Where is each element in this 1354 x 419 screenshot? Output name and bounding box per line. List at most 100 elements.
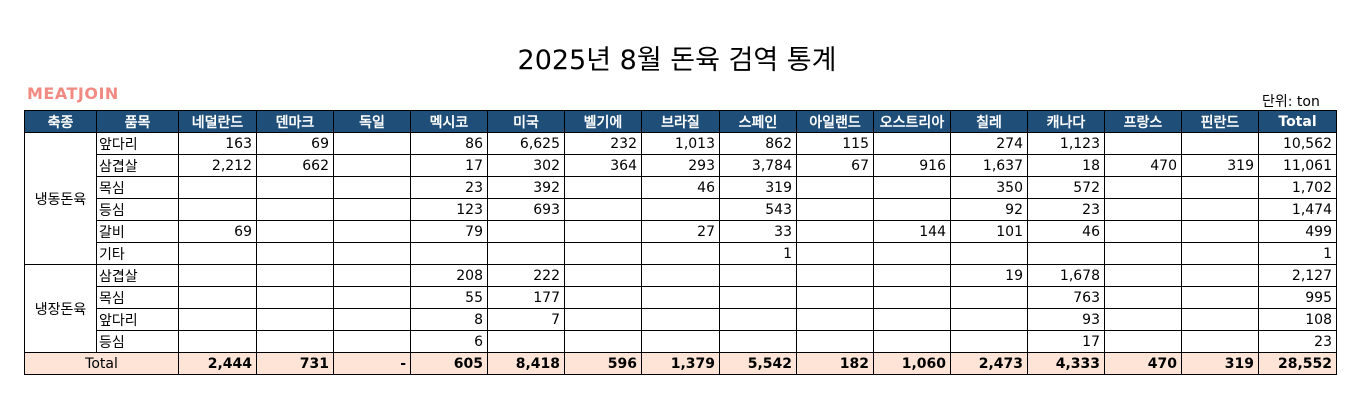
value-cell [564,176,642,199]
column-header: 핀란드 [1181,110,1259,133]
value-cell [641,330,720,353]
value-cell: 23 [410,176,488,199]
value-cell: 115 [796,132,874,155]
item-cell: 앞다리 [96,308,179,331]
value-cell: 470 [1104,154,1182,177]
value-cell [333,220,411,243]
column-header: 품목 [96,110,179,133]
value-cell [1104,308,1182,331]
value-cell [796,242,874,265]
value-cell [487,220,565,243]
value-cell [873,286,951,309]
value-cell [796,220,874,243]
item-cell: 갈비 [96,220,179,243]
value-cell: 274 [950,132,1028,155]
column-header: 네덜란드 [178,110,257,133]
column-header: 덴마크 [256,110,334,133]
total-value-cell: 5,542 [719,352,797,375]
value-cell: 350 [950,176,1028,199]
column-header: 벨기에 [564,110,642,133]
total-value-cell: 605 [410,352,488,375]
column-header: 아일랜드 [796,110,874,133]
value-cell [641,198,720,221]
table-row: 목심 23 392 46 319 350 572 1,702 [25,176,1337,199]
unit-label: 단위: ton [1262,94,1320,110]
value-cell [796,308,874,331]
value-cell [178,264,257,287]
total-label: Total [24,352,179,375]
value-cell: 499 [1258,220,1337,243]
item-cell: 기타 [96,242,179,265]
value-cell: 763 [1027,286,1105,309]
item-cell: 삼겹살 [96,264,179,287]
value-cell [333,176,411,199]
column-header: 미국 [487,110,565,133]
value-cell [873,242,951,265]
value-cell [873,198,951,221]
value-cell: 69 [178,220,257,243]
value-cell [333,330,411,353]
column-header: 스페인 [719,110,797,133]
table-row: 목심 55 177 763 995 [25,286,1337,309]
table-row: 냉동돈육 앞다리 163 69 86 6,625 232 1,013 862 115 274 1,12… [24,132,1337,265]
value-cell [873,330,951,353]
table-body: 냉동돈육 앞다리 163 69 86 6,625 232 1,013 862 115 274 1,12… [24,132,1337,375]
value-cell: 1 [719,242,797,265]
item-cell: 등심 [96,198,179,221]
value-cell: 55 [410,286,488,309]
value-cell: 392 [487,176,565,199]
column-header: 캐나다 [1027,110,1105,133]
value-cell: 144 [873,220,951,243]
value-cell: 123 [410,198,488,221]
value-cell [641,264,720,287]
value-cell: 23 [1258,330,1337,353]
value-cell: 364 [564,154,642,177]
value-cell: 232 [564,132,642,155]
value-cell [950,286,1028,309]
value-cell [564,220,642,243]
total-value-cell: 8,418 [487,352,565,375]
value-cell: 1,013 [641,132,720,155]
value-cell [256,308,334,331]
value-cell [1104,286,1182,309]
value-cell [719,286,797,309]
column-header: 독일 [333,110,411,133]
value-cell: 543 [719,198,797,221]
column-header: 오스트리아 [873,110,951,133]
value-cell [1104,198,1182,221]
item-cell: 등심 [96,330,179,353]
value-cell [1104,330,1182,353]
value-cell [256,176,334,199]
value-cell: 319 [719,176,797,199]
column-header: 브라질 [641,110,720,133]
value-cell [1104,220,1182,243]
value-cell: 7 [487,308,565,331]
value-cell: 6 [410,330,488,353]
value-cell [564,330,642,353]
value-cell [1104,132,1182,155]
value-cell [1181,242,1259,265]
value-cell: 1,678 [1027,264,1105,287]
value-cell: 86 [410,132,488,155]
value-cell: 18 [1027,154,1105,177]
value-cell [950,242,1028,265]
value-cell: 93 [1027,308,1105,331]
total-value-cell: 319 [1181,352,1259,375]
value-cell [333,286,411,309]
total-value-cell: 596 [564,352,642,375]
value-cell: 1 [1258,242,1337,265]
page-title: 2025년 8월 돈육 검역 통계 [517,45,837,76]
value-cell [333,132,411,155]
species-cell: 냉장돈육 [24,264,97,353]
header-row: 축종 품목 네덜란드 덴마크 독일 멕시코 미국 벨기에 브라질 스페인 아일랜드 오스트리아 칠레 캐나… [24,110,1337,133]
value-cell [178,286,257,309]
value-cell: 1,123 [1027,132,1105,155]
value-cell: 208 [410,264,488,287]
column-header: 멕시코 [410,110,488,133]
value-cell: 3,784 [719,154,797,177]
value-cell [178,198,257,221]
meatjoin-logo: MEATJOIN [27,84,119,103]
value-cell: 163 [178,132,257,155]
value-cell: 1,637 [950,154,1028,177]
value-cell [1104,264,1182,287]
